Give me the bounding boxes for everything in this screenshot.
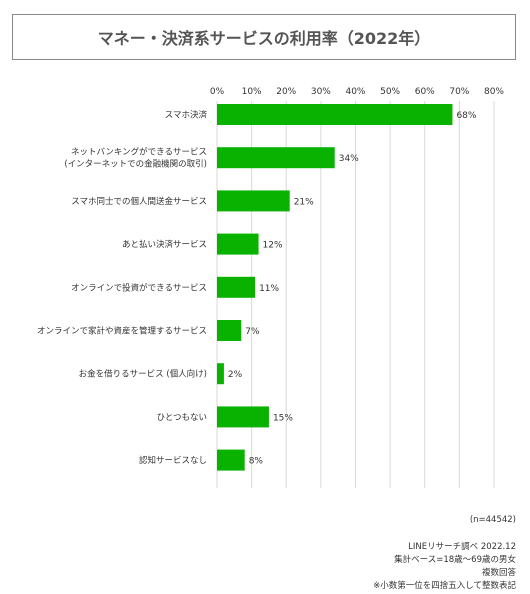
category-label: オンラインで家計や資産を管理するサービス [37, 326, 207, 337]
rounding-note: ※小数第一位を四捨五入して整数表記 [373, 581, 516, 591]
chart-title: マネー・決済系サービスの利用率（2022年） [12, 14, 516, 60]
bar [217, 320, 242, 341]
x-tick-label: 20% [276, 87, 296, 97]
category-label: オンラインで投資ができるサービス [71, 282, 207, 293]
bar [217, 147, 335, 169]
data-label: 68% [456, 111, 476, 121]
x-tick-label: 40% [345, 87, 365, 97]
x-tick-label: 30% [311, 87, 331, 97]
category-label: ひとつもない [157, 413, 207, 423]
data-label: 34% [339, 154, 359, 164]
bar [217, 190, 290, 212]
x-tick-label: 0% [210, 87, 225, 97]
data-label: 15% [273, 413, 293, 423]
x-tick-label: 10% [242, 87, 262, 97]
data-label: 8% [249, 457, 264, 467]
bar [217, 449, 245, 471]
source-note: LINEリサーチ調べ 2022.12 [408, 542, 516, 552]
x-tick-label: 80% [484, 87, 504, 97]
category-label: 認知サービスなし [139, 455, 207, 466]
multiple-answer-note: 複数回答 [481, 568, 516, 578]
data-label: 12% [263, 241, 283, 251]
data-label: 7% [245, 327, 260, 337]
category-label: (インターネットでの金融機関の取引) [64, 159, 207, 170]
data-label: 21% [294, 197, 314, 207]
bar [217, 104, 453, 125]
data-label: 2% [228, 370, 243, 380]
bar [217, 233, 259, 255]
bar [217, 276, 256, 298]
base-note: 集計ベース=18歳～69歳の男女 [394, 555, 516, 565]
bar [217, 406, 269, 428]
bar [217, 363, 224, 385]
category-label: ネットバンキングができるサービス [71, 147, 207, 158]
category-label: スマホ決済 [165, 110, 208, 121]
x-tick-label: 60% [415, 87, 435, 97]
category-label: あと払い決済サービス [122, 239, 207, 250]
x-tick-label: 50% [380, 87, 400, 97]
category-label: スマホ同士での個人間送金サービス [71, 196, 207, 207]
sample-size: (n=44542) [469, 515, 516, 525]
data-label: 11% [259, 284, 279, 294]
x-tick-label: 70% [449, 87, 469, 97]
category-label: お金を借りるサービス (個人向け) [79, 369, 207, 380]
